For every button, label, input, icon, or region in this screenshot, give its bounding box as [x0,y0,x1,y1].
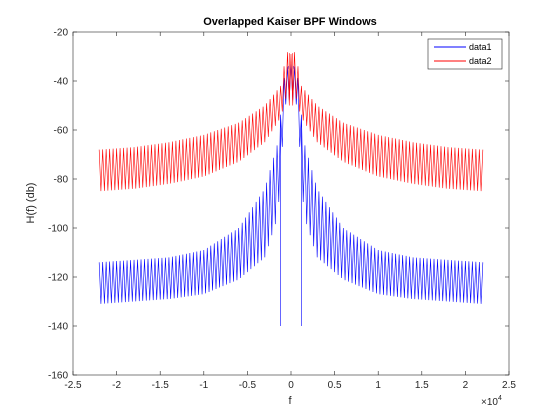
legend: data1 data2 [427,38,503,70]
plot-area [73,32,509,375]
y-axis-label: H(f) (db) [25,183,37,224]
x-tick-label: -1.5 [152,380,170,391]
legend-label-data1: data1 [469,42,492,52]
y-tick-label: -100 [48,224,68,235]
x-axis-label: f [288,395,292,407]
y-tick-label: -60 [54,126,69,137]
x-tick-label: 1 [375,380,381,391]
x-exponent-power: 4 [498,395,502,402]
series-line-data2 [98,52,484,192]
x-tick-label: 2 [463,380,469,391]
y-axis-ticks: -20 -40 -60 -80 -100 -120 -140 -160 [48,28,509,382]
y-tick-label: -20 [54,28,69,39]
y-tick-label: -80 [54,175,69,186]
legend-label-data2: data2 [469,56,492,66]
y-tick-label: -140 [48,322,68,333]
series-line-data1 [98,63,484,326]
x-axis-exponent-label: ×104 [481,395,502,408]
x-tick-label: -2.5 [64,380,82,391]
series-layer [98,52,484,326]
x-exponent-base: ×10 [481,397,498,408]
y-tick-label: -120 [48,273,68,284]
legend-box [427,38,503,70]
chart-title: Overlapped Kaiser BPF Windows [203,16,377,28]
x-tick-label: 2.5 [502,380,516,391]
x-tick-label: -2 [112,380,121,391]
x-tick-label: 0 [288,380,294,391]
x-tick-label: -0.5 [239,380,257,391]
x-tick-label: 0.5 [328,380,342,391]
y-tick-label: -40 [54,77,69,88]
x-tick-label: 1.5 [415,380,429,391]
x-tick-label: -1 [199,380,208,391]
x-axis-ticks: -2.5 -2 -1.5 -1 -0.5 0 0.5 1 1.5 2 2.5 [64,32,516,391]
y-tick-label: -160 [48,371,68,382]
